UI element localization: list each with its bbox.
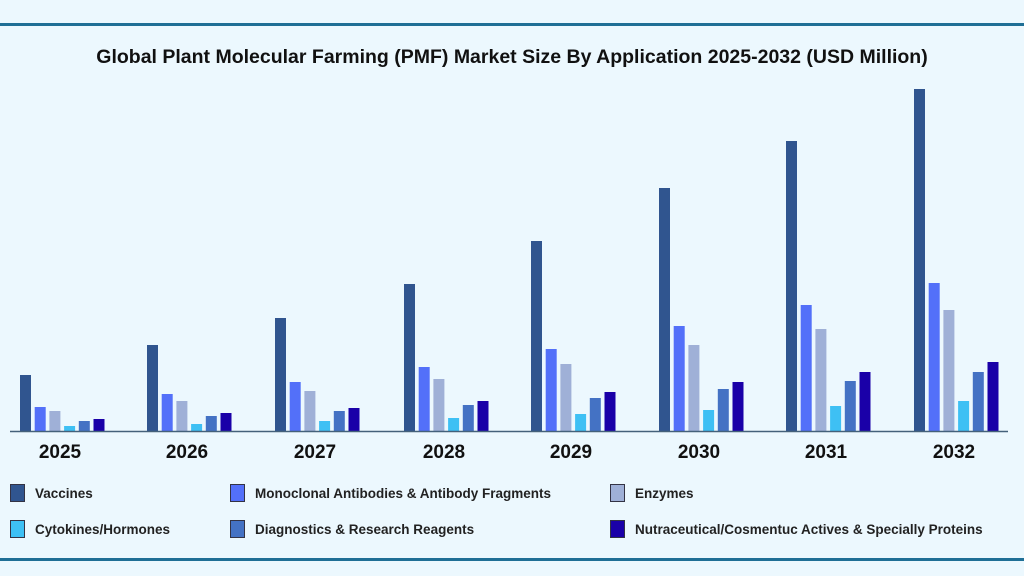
x-tick-label: 2028: [423, 442, 465, 463]
bar-2026-1: [161, 394, 173, 431]
bar-2027-0: [275, 318, 286, 431]
bar-2028-2: [433, 379, 445, 431]
bar-2025-0: [20, 375, 31, 431]
bar-2029-4: [589, 398, 601, 431]
legend-item: Monoclonal Antibodies & Antibody Fragmen…: [230, 484, 551, 502]
bar-2028-5: [477, 401, 489, 431]
legend-label: Monoclonal Antibodies & Antibody Fragmen…: [255, 485, 551, 501]
bar-2029-0: [531, 241, 542, 431]
legend-swatch: [230, 484, 245, 502]
bar-2029-3: [575, 414, 587, 431]
chart-title: Global Plant Molecular Farming (PMF) Mar…: [96, 46, 928, 68]
legend-label: Diagnostics & Research Reagents: [255, 521, 475, 537]
x-tick-label: 2026: [166, 442, 208, 463]
legend-label: Nutraceutical/Cosmentuc Actives & Specia…: [635, 521, 983, 537]
bar-2030-5: [732, 382, 744, 431]
bar-2028-0: [404, 284, 415, 431]
bottom-border: [0, 558, 1024, 561]
legend-item: Enzymes: [610, 484, 694, 502]
bar-2028-4: [462, 405, 474, 431]
bar-2026-0: [147, 345, 158, 431]
legend-label: Enzymes: [635, 485, 694, 501]
bar-2028-1: [418, 367, 430, 431]
bar-2029-1: [545, 349, 557, 431]
bar-2032-3: [958, 401, 970, 431]
bar-2029-2: [560, 364, 572, 431]
legend-swatch: [610, 484, 625, 502]
bar-2032-4: [972, 372, 984, 431]
bar-2030-3: [703, 410, 715, 431]
bar-2028-3: [448, 418, 460, 431]
bar-2025-5: [93, 419, 105, 431]
x-tick-label: 2027: [294, 442, 336, 463]
bar-2030-2: [688, 345, 700, 431]
bar-2032-5: [987, 362, 999, 431]
bar-2025-4: [78, 421, 90, 431]
bar-2027-4: [333, 411, 345, 431]
bar-2027-5: [348, 408, 360, 431]
bar-2031-5: [859, 372, 871, 431]
bar-2030-1: [673, 326, 685, 431]
x-tick-label: 2029: [550, 442, 592, 463]
bar-2031-3: [830, 406, 842, 431]
bar-2031-2: [815, 329, 827, 431]
legend-item: Diagnostics & Research Reagents: [230, 520, 474, 538]
legend-item: Vaccines: [10, 484, 93, 502]
bar-2027-1: [289, 382, 301, 431]
bar-2025-1: [34, 407, 46, 431]
bar-2032-0: [914, 89, 925, 431]
x-tick-label: 2032: [933, 442, 975, 463]
bar-2026-5: [220, 413, 232, 431]
bar-2025-2: [49, 411, 61, 431]
x-tick-label: 2025: [39, 442, 82, 463]
x-tick-label: 2030: [678, 442, 720, 463]
legend-item: Nutraceutical/Cosmentuc Actives & Specia…: [610, 520, 983, 538]
bar-2030-4: [717, 389, 729, 431]
bar-2025-3: [64, 426, 76, 431]
legend-swatch: [610, 520, 625, 538]
x-tick-label: 2031: [805, 442, 848, 463]
top-border: [0, 23, 1024, 26]
bar-2031-4: [844, 381, 856, 431]
bar-2027-2: [304, 391, 316, 431]
bar-chart: 2025 2026 2027 2028 2029 2030 2031 2032: [10, 89, 1008, 463]
bar-2031-0: [786, 141, 797, 431]
bar-2027-3: [319, 421, 331, 431]
bar-2026-3: [191, 424, 203, 431]
bar-2026-2: [176, 401, 188, 431]
bar-2032-1: [928, 283, 940, 431]
legend-swatch: [230, 520, 245, 538]
bar-2030-0: [659, 188, 670, 431]
legend-swatch: [10, 484, 25, 502]
bar-2029-5: [604, 392, 616, 431]
bar-2031-1: [800, 305, 812, 431]
legend-label: Vaccines: [35, 485, 93, 501]
bar-2026-4: [205, 416, 217, 431]
legend-label: Cytokines/Hormones: [35, 521, 171, 537]
bar-2032-2: [943, 310, 955, 431]
legend-swatch: [10, 520, 25, 538]
legend-item: Cytokines/Hormones: [10, 520, 170, 538]
